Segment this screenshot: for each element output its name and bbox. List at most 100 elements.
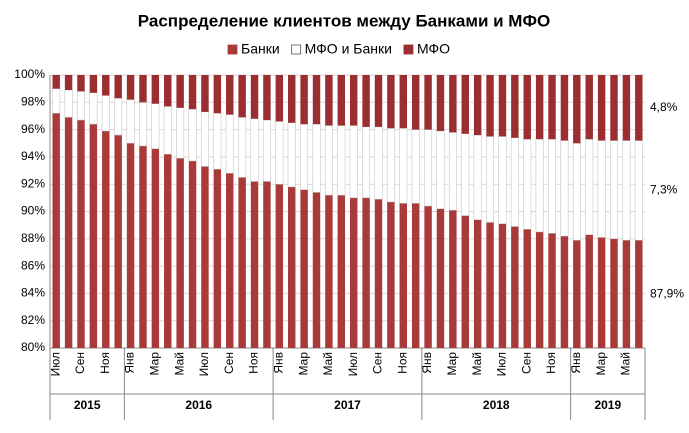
x-tick-label: Ноя: [98, 352, 112, 374]
bar-segment: [201, 166, 209, 348]
bar-segment: [312, 75, 321, 125]
y-tick-label: 90%: [21, 204, 45, 218]
bar-segment: [535, 75, 544, 140]
bar-segment: [486, 222, 494, 348]
bar-segment: [101, 95, 110, 132]
bar-segment: [387, 201, 395, 348]
bar-segment: [610, 238, 618, 348]
x-tick-label: Сен: [371, 352, 385, 374]
bar-segment: [548, 138, 556, 234]
bar-segment: [374, 199, 383, 348]
bar-segment: [597, 75, 606, 141]
bar-segment: [362, 126, 371, 199]
bar-segment: [610, 75, 618, 141]
x-tick-label: Сен: [519, 352, 533, 374]
bar-segment: [188, 160, 197, 348]
bar-segment: [449, 210, 457, 348]
bar-segment: [411, 75, 420, 130]
y-tick-label: 94%: [21, 149, 45, 163]
legend-label: МФО: [417, 41, 450, 57]
bar-segment: [486, 75, 494, 137]
bar-segment: [126, 143, 135, 348]
bar-segment: [250, 181, 259, 348]
bar-segment: [300, 75, 308, 125]
bar-segment: [300, 123, 309, 190]
bar-segment: [486, 136, 495, 223]
value-label: 87,9%: [650, 286, 684, 300]
x-tick-label: Сен: [222, 352, 236, 374]
bar-segment: [349, 75, 358, 126]
bar-segment: [151, 148, 160, 348]
y-tick-label: 82%: [21, 313, 45, 327]
bar-segment: [424, 206, 432, 348]
legend-label: Банки: [241, 41, 280, 57]
bar-segment: [560, 140, 569, 237]
bar-segment: [523, 138, 532, 230]
x-tick-label: Июл: [346, 352, 360, 376]
bar-segment: [164, 75, 172, 107]
bar-segment: [64, 89, 73, 118]
bar-segment: [635, 75, 643, 141]
x-group-label: 2017: [334, 398, 361, 412]
bar-segment: [572, 143, 581, 241]
bar-segment: [77, 120, 85, 348]
bar-segment: [337, 75, 346, 126]
chart-title: Распределение клиентов между Банками и М…: [138, 11, 550, 30]
bar-segment: [585, 234, 593, 348]
bar-segment: [399, 127, 408, 204]
bar-segment: [362, 75, 370, 127]
bar-segment: [349, 197, 358, 348]
bar-segment: [250, 118, 259, 182]
bar-segment: [263, 75, 271, 121]
bar-segment: [535, 231, 544, 348]
bar-segment: [523, 229, 531, 348]
y-tick-label: 88%: [21, 231, 45, 245]
bar-segment: [226, 75, 234, 115]
bar-segment: [622, 140, 631, 241]
bar-segment: [424, 129, 433, 207]
x-tick-label: Мар: [594, 352, 608, 376]
y-tick-label: 86%: [21, 258, 45, 272]
bar-segment: [288, 75, 296, 123]
x-tick-label: Ноя: [395, 352, 409, 374]
bar-segment: [139, 145, 147, 348]
bar-segment: [163, 106, 172, 155]
x-tick-label: Июл: [495, 352, 509, 376]
x-tick-label: Ноя: [544, 352, 558, 374]
x-tick-label: Май: [619, 352, 633, 376]
bar-segment: [473, 219, 482, 348]
bar-segment: [436, 75, 445, 131]
bar-segment: [498, 136, 507, 225]
bar-segment: [387, 75, 395, 129]
bar-segment: [411, 129, 420, 204]
bar-segment: [337, 195, 346, 348]
y-tick-label: 80%: [21, 340, 45, 354]
bar-segment: [52, 88, 61, 114]
bar-segment: [461, 75, 469, 134]
bar-segment: [213, 112, 222, 170]
bar-segment: [498, 223, 507, 348]
bar-segment: [64, 117, 73, 348]
x-group-label: 2019: [594, 398, 621, 412]
value-label: 4,8%: [650, 100, 678, 114]
bar-segment: [89, 124, 98, 348]
legend-swatch: [227, 44, 238, 55]
bar-segment: [287, 122, 296, 188]
bar-segment: [275, 75, 284, 122]
bar-segment: [560, 75, 569, 141]
bar-segment: [473, 134, 482, 220]
bar-segment: [424, 75, 432, 130]
bar-segment: [573, 75, 581, 144]
bar-segment: [324, 125, 333, 196]
bar-segment: [374, 126, 383, 200]
bar-segment: [548, 233, 556, 348]
bar-segment: [77, 75, 85, 92]
bar-segment: [114, 97, 123, 136]
bar-segment: [349, 125, 358, 199]
x-tick-label: Ноя: [247, 352, 261, 374]
bar-segment: [362, 197, 370, 348]
x-tick-label: Мар: [296, 352, 310, 376]
bar-segment: [325, 75, 333, 126]
value-label: 7,3%: [650, 183, 678, 197]
